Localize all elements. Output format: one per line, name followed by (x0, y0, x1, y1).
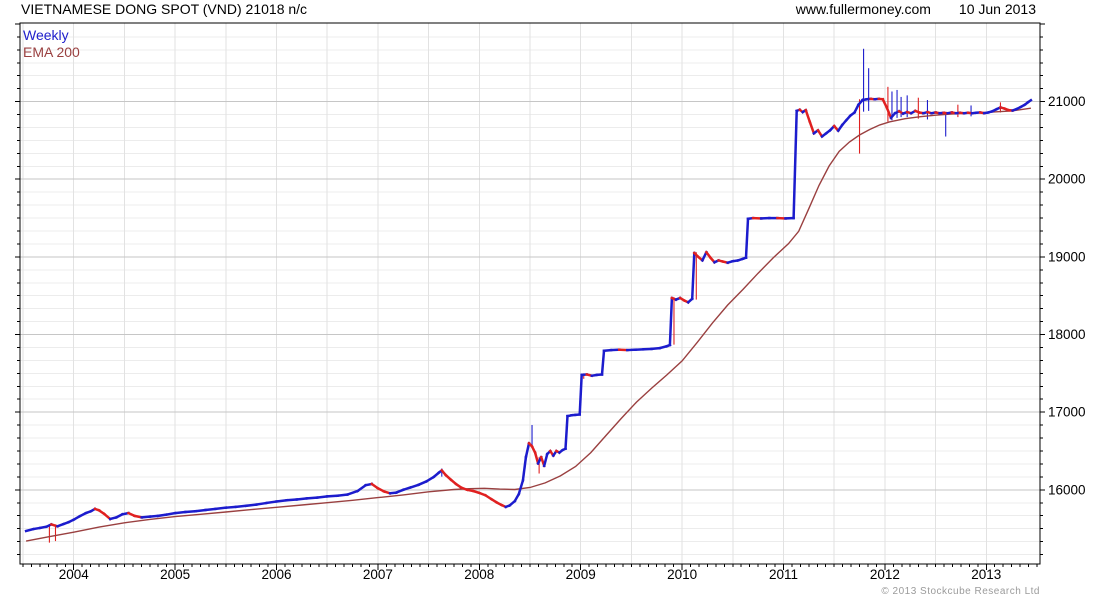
weekly-price-line (24, 97, 1033, 533)
x-axis-label: 2004 (59, 567, 90, 582)
y-axis-label: 21000 (1048, 94, 1086, 109)
y-axis-label: 20000 (1048, 172, 1086, 187)
copyright-text: © 2013 Stockcube Research Ltd (881, 586, 1040, 597)
x-axis-label: 2008 (464, 567, 494, 582)
x-axis-label: 2010 (667, 567, 697, 582)
legend-ema-label: EMA 200 (23, 44, 80, 60)
x-axis-label: 2007 (363, 567, 393, 582)
y-axis-label: 17000 (1048, 405, 1086, 420)
chart-header-right: www.fullermoney.com 10 Jun 2013 (796, 1, 1036, 17)
site-url: www.fullermoney.com (795, 1, 931, 17)
chart-title: VIETNAMESE DONG SPOT (VND) 21018 n/c (21, 1, 308, 17)
gridlines (20, 23, 1040, 564)
x-axis-label: 2009 (566, 567, 596, 582)
x-axis-label: 2013 (971, 567, 1001, 582)
y-axis-label: 16000 (1048, 482, 1086, 497)
axis-ticks (15, 23, 1045, 570)
x-axis-label: 2006 (261, 567, 291, 582)
x-axis-label: 2005 (160, 567, 190, 582)
x-axis-label: 2012 (870, 567, 900, 582)
chart-date: 10 Jun 2013 (958, 1, 1036, 17)
y-axis-label: 18000 (1048, 327, 1086, 342)
y-axis-label: 19000 (1048, 249, 1086, 264)
legend-weekly-label: Weekly (23, 27, 69, 43)
axis-labels: 16000 17000 18000 19000 20000 21000 2004 2005 20… (59, 94, 1086, 582)
x-axis-label: 2011 (769, 567, 798, 582)
chart-legend: Weekly EMA 200 (23, 27, 80, 61)
ema-200-line (25, 107, 1031, 542)
